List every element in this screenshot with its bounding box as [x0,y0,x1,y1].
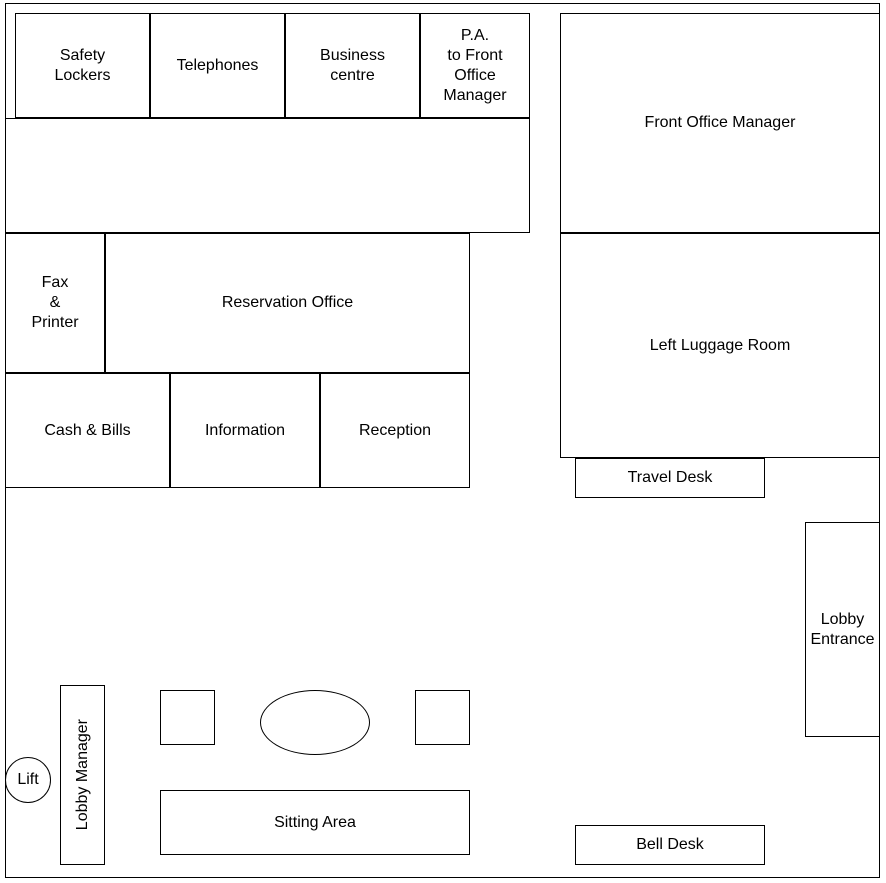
label-bell-desk: Bell Desk [636,835,704,855]
room-reception: Reception [320,373,470,488]
label-lobby-manager: Lobby Manager [73,719,93,830]
room-bell-desk: Bell Desk [575,825,765,865]
label-lift: Lift [17,770,38,790]
label-fax-printer: Fax&Printer [31,273,78,333]
room-telephones: Telephones [150,13,285,118]
room-pa-to-fom: P.A.to FrontOfficeManager [420,13,530,118]
label-reception: Reception [359,421,431,441]
seat-right [415,690,470,745]
room-lift: Lift [5,757,51,803]
label-cash-bills: Cash & Bills [44,421,130,441]
room-lobby-entrance: LobbyEntrance [805,522,880,737]
table-ellipse [260,690,370,755]
room-cash-bills: Cash & Bills [5,373,170,488]
room-corridor [5,118,530,233]
room-fax-printer: Fax&Printer [5,233,105,373]
label-business-centre: Businesscentre [320,46,385,86]
room-safety-lockers: SafetyLockers [15,13,150,118]
label-sitting-area: Sitting Area [274,813,356,833]
label-front-office-manager: Front Office Manager [645,113,796,133]
room-left-luggage: Left Luggage Room [560,233,880,458]
label-lobby-entrance: LobbyEntrance [810,610,874,650]
label-left-luggage: Left Luggage Room [650,336,791,356]
label-pa-to-fom: P.A.to FrontOfficeManager [443,26,506,106]
floorplan-canvas: SafetyLockers Telephones Businesscentre … [0,0,886,883]
seat-left [160,690,215,745]
room-business-centre: Businesscentre [285,13,420,118]
room-travel-desk: Travel Desk [575,458,765,498]
room-front-office-manager: Front Office Manager [560,13,880,233]
label-reservation-office: Reservation Office [222,293,353,313]
label-telephones: Telephones [177,56,259,76]
label-information: Information [205,421,285,441]
room-lobby-manager: Lobby Manager [60,685,105,865]
room-reservation-office: Reservation Office [105,233,470,373]
label-travel-desk: Travel Desk [628,468,713,488]
room-information: Information [170,373,320,488]
room-sitting-area: Sitting Area [160,790,470,855]
label-safety-lockers: SafetyLockers [54,46,110,86]
